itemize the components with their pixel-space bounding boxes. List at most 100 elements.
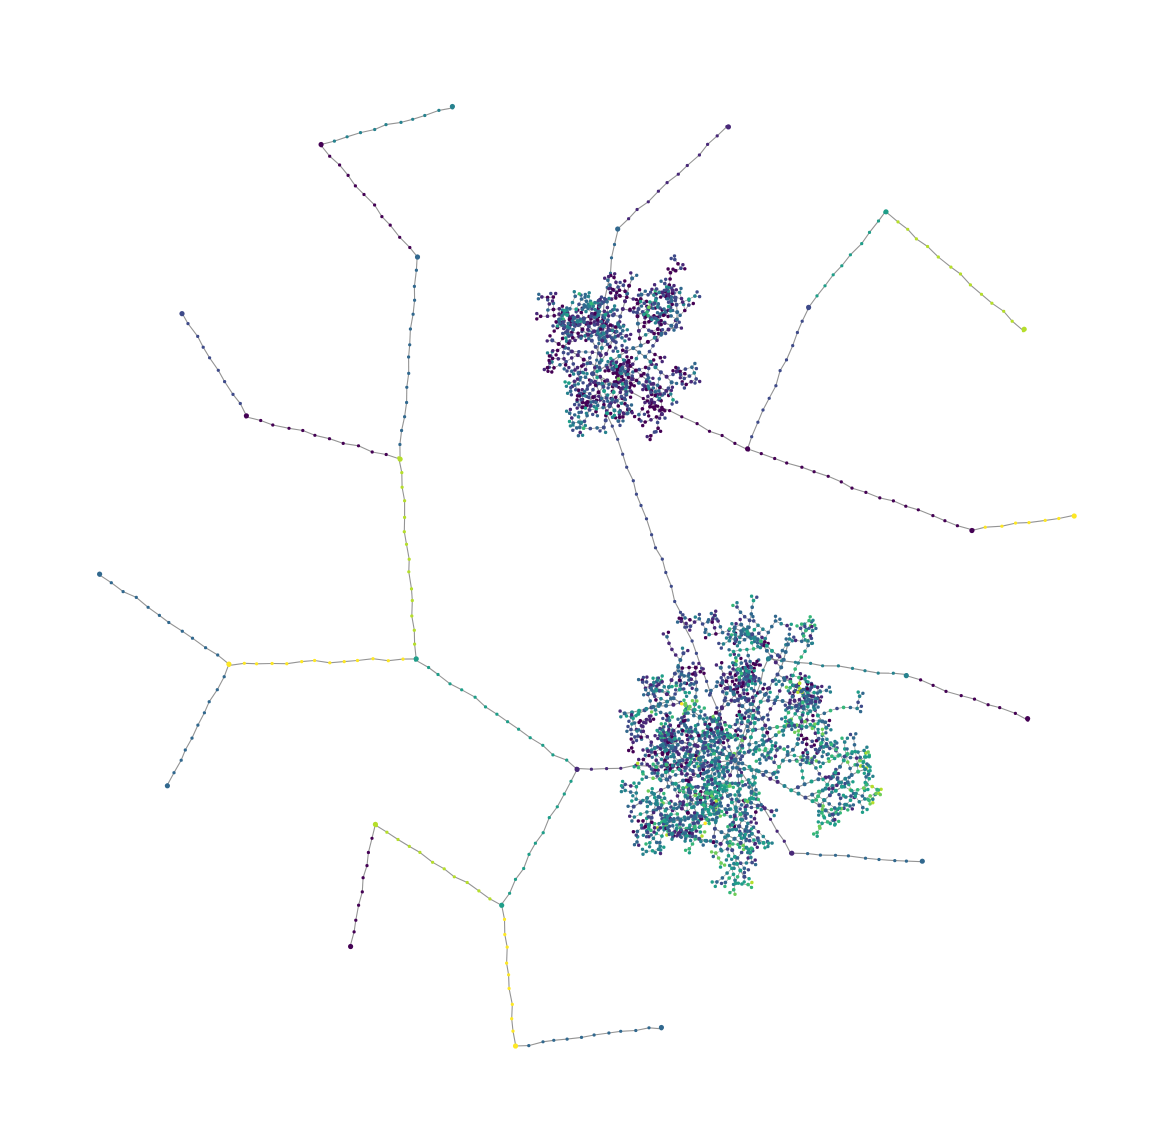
graph-node — [812, 470, 816, 474]
graph-node — [798, 715, 802, 720]
graph-node — [612, 242, 617, 247]
graph-node — [709, 688, 713, 693]
graph-node — [833, 853, 838, 857]
graph-node — [757, 757, 762, 762]
graph-node — [767, 686, 772, 691]
graph-node — [338, 163, 342, 167]
graph-node — [719, 646, 723, 650]
graph-node — [654, 712, 658, 716]
graph-node — [678, 683, 682, 688]
edge — [824, 274, 834, 287]
edge — [437, 674, 451, 685]
graph-node — [814, 739, 819, 743]
edge — [757, 409, 764, 423]
graph-node — [697, 153, 702, 157]
graph-node — [859, 704, 864, 708]
edge — [626, 466, 634, 481]
graph-node — [773, 614, 778, 618]
edge — [443, 868, 455, 878]
graph-node — [688, 618, 692, 622]
graph-node — [709, 611, 713, 616]
edge — [681, 416, 698, 425]
graph-node — [405, 385, 409, 389]
graph-node — [761, 627, 765, 631]
graph-node — [777, 679, 781, 684]
graph-node — [328, 154, 332, 158]
graph-node — [361, 876, 365, 880]
graph-node — [745, 662, 749, 666]
graph-node — [775, 653, 780, 658]
graph-node — [659, 722, 663, 726]
graph-node — [589, 767, 594, 771]
graph-node — [801, 706, 806, 711]
graph-node — [752, 721, 757, 725]
edge — [216, 676, 225, 690]
graph-node — [134, 595, 138, 600]
graph-node — [658, 710, 663, 715]
graph-node — [215, 688, 219, 692]
graph-node — [742, 691, 746, 696]
graph-node — [926, 244, 930, 249]
graph-node — [602, 399, 606, 404]
graph-node — [777, 689, 782, 693]
graph-node — [784, 685, 789, 689]
graph-node — [109, 581, 113, 585]
edge — [506, 963, 510, 975]
graph-node — [768, 690, 772, 694]
graph-node — [742, 672, 747, 676]
graph-node — [800, 465, 804, 469]
edge — [409, 328, 411, 345]
graph-node — [645, 675, 649, 679]
graph-node — [671, 781, 675, 786]
graph-node — [686, 674, 690, 678]
graph-node — [717, 641, 721, 646]
graph-node — [726, 632, 730, 636]
graph-node — [658, 731, 662, 735]
graph-node — [242, 661, 246, 665]
graph-node — [955, 524, 960, 528]
graph-node — [407, 570, 411, 574]
graph-node — [726, 702, 731, 707]
graph-node — [747, 708, 751, 713]
edge — [408, 571, 413, 589]
graph-node — [675, 794, 680, 798]
graph-node — [750, 681, 754, 685]
graph-node — [676, 669, 681, 673]
graph-node — [720, 630, 725, 635]
graph-node — [812, 690, 816, 695]
graph-node — [796, 690, 800, 694]
edge — [197, 712, 205, 726]
graph-node — [734, 678, 739, 682]
graph-node — [749, 594, 754, 598]
graph-node — [736, 746, 740, 750]
graph-node — [747, 742, 752, 747]
graph-node — [795, 708, 799, 713]
graph-node — [751, 752, 756, 756]
graph-node — [768, 707, 773, 711]
graph-node — [755, 659, 759, 663]
graph-node — [824, 688, 829, 693]
graph-node — [839, 480, 843, 484]
graph-node — [619, 1029, 623, 1033]
graph-node — [799, 689, 804, 693]
graph-node — [876, 671, 880, 675]
graph-node — [782, 839, 786, 843]
edge — [415, 257, 418, 271]
edge — [827, 475, 842, 483]
graph-node — [741, 688, 746, 692]
graph-node — [754, 745, 758, 749]
graph-node — [687, 665, 691, 670]
graph-node — [660, 773, 665, 778]
graph-node — [686, 648, 690, 653]
graph-node — [677, 678, 682, 682]
graph-node — [795, 330, 800, 335]
graph-node — [666, 630, 671, 634]
edge — [409, 314, 414, 330]
edge — [511, 1018, 514, 1032]
graph-node — [196, 723, 200, 727]
graph-node — [914, 237, 919, 241]
edge — [192, 637, 206, 649]
graph-node — [674, 683, 678, 688]
graph-node — [691, 661, 695, 665]
graph-node — [739, 773, 743, 778]
